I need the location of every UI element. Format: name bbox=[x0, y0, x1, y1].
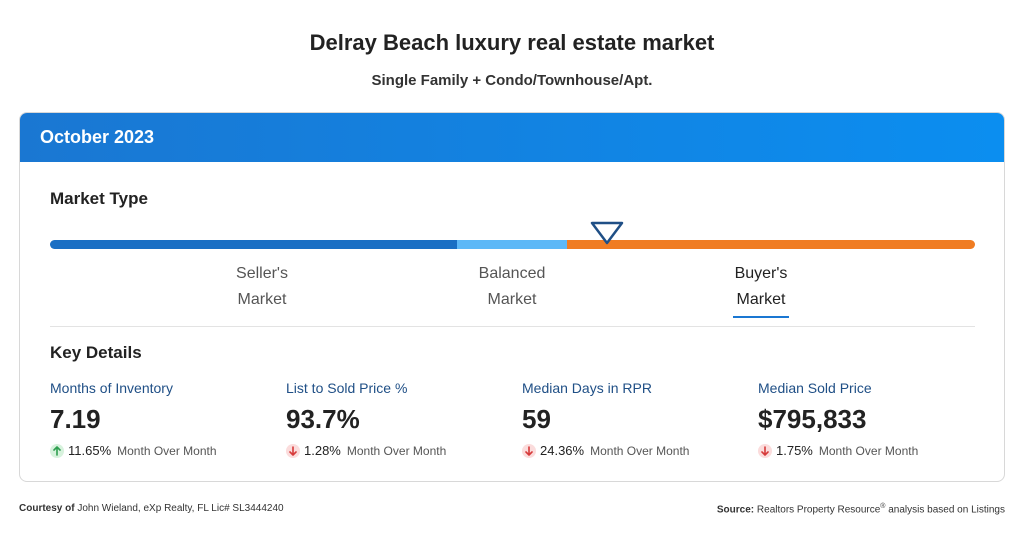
seller-label-line1: Seller's bbox=[236, 265, 288, 282]
stat-change-period: Month Over Month bbox=[818, 443, 919, 458]
selected-underline bbox=[733, 316, 789, 318]
stat-months-of-inventory: Months of Inventory 7.19 11.65% Month Ov… bbox=[50, 380, 270, 458]
stat-value: $795,833 bbox=[758, 404, 867, 434]
stat-value: 93.7% bbox=[286, 404, 360, 434]
balanced-segment bbox=[457, 240, 567, 249]
stat-label: Months of Inventory bbox=[50, 380, 173, 396]
arrow-down-icon bbox=[286, 443, 300, 458]
registered-mark: ® bbox=[880, 503, 886, 510]
market-type-heading: Market Type bbox=[50, 189, 148, 208]
stat-label: Median Sold Price bbox=[758, 380, 872, 396]
source-text: Realtors Property Resource bbox=[756, 504, 881, 516]
market-indicator-icon bbox=[590, 221, 624, 245]
seller-market-label: Seller's Market bbox=[192, 261, 332, 313]
stat-change: 1.28% Month Over Month bbox=[286, 443, 506, 458]
market-type-bar bbox=[50, 240, 975, 249]
courtesy-label: Courtesy of bbox=[19, 503, 75, 514]
stat-change-pct: 1.75% bbox=[776, 443, 813, 458]
stat-value: 7.19 bbox=[50, 404, 101, 434]
stat-change-pct: 1.28% bbox=[304, 443, 341, 458]
seller-segment bbox=[50, 240, 457, 249]
stat-change-period: Month Over Month bbox=[346, 443, 447, 458]
stat-change: 24.36% Month Over Month bbox=[522, 443, 742, 458]
market-card: October 2023 Market Type Seller's Market… bbox=[19, 112, 1005, 482]
courtesy-text: John Wieland, eXp Realty, FL Lic# SL3444… bbox=[77, 503, 284, 514]
balanced-market-label: Balanced Market bbox=[442, 261, 582, 313]
stat-median-sold-price: Median Sold Price $795,833 1.75% Month O… bbox=[758, 380, 978, 458]
section-divider bbox=[50, 326, 975, 327]
buyer-segment bbox=[567, 240, 975, 249]
source-label: Source: bbox=[716, 504, 755, 516]
stat-change-period: Month Over Month bbox=[590, 443, 690, 458]
source-text-2: analysis based on Listings bbox=[888, 504, 1005, 516]
arrow-down-icon bbox=[522, 443, 536, 458]
arrow-up-icon bbox=[50, 443, 64, 458]
seller-label-line2: Market bbox=[237, 291, 287, 308]
buyer-market-label: Buyer's Market bbox=[691, 261, 831, 318]
balanced-label-line2: Market bbox=[487, 291, 537, 308]
buyer-label-line1: Buyer's bbox=[734, 265, 788, 282]
balanced-label-line1: Balanced bbox=[478, 265, 546, 282]
stat-value: 59 bbox=[522, 404, 551, 434]
stat-change: 11.65% Month Over Month bbox=[50, 443, 270, 458]
source-footer: Source: Realtors Property Resource® anal… bbox=[717, 503, 1005, 515]
period-header: October 2023 bbox=[20, 113, 1004, 162]
stat-label: List to Sold Price % bbox=[286, 380, 408, 396]
arrow-down-icon bbox=[758, 443, 772, 458]
stat-change: 1.75% Month Over Month bbox=[758, 443, 978, 458]
stat-change-pct: 11.65% bbox=[68, 443, 112, 458]
stat-change-pct: 24.36% bbox=[540, 443, 585, 458]
stat-label: Median Days in RPR bbox=[522, 380, 652, 396]
key-details-heading: Key Details bbox=[50, 343, 142, 362]
stat-list-to-sold: List to Sold Price % 93.7% 1.28% Month O… bbox=[286, 380, 506, 458]
page-title: Delray Beach luxury real estate market bbox=[309, 30, 715, 55]
page-subtitle: Single Family + Condo/Townhouse/Apt. bbox=[371, 72, 653, 89]
stat-median-days: Median Days in RPR 59 24.36% Month Over … bbox=[522, 380, 742, 458]
courtesy-footer: Courtesy of John Wieland, eXp Realty, FL… bbox=[19, 503, 284, 514]
stat-change-period: Month Over Month bbox=[117, 443, 217, 458]
buyer-label-line2: Market bbox=[736, 291, 786, 308]
